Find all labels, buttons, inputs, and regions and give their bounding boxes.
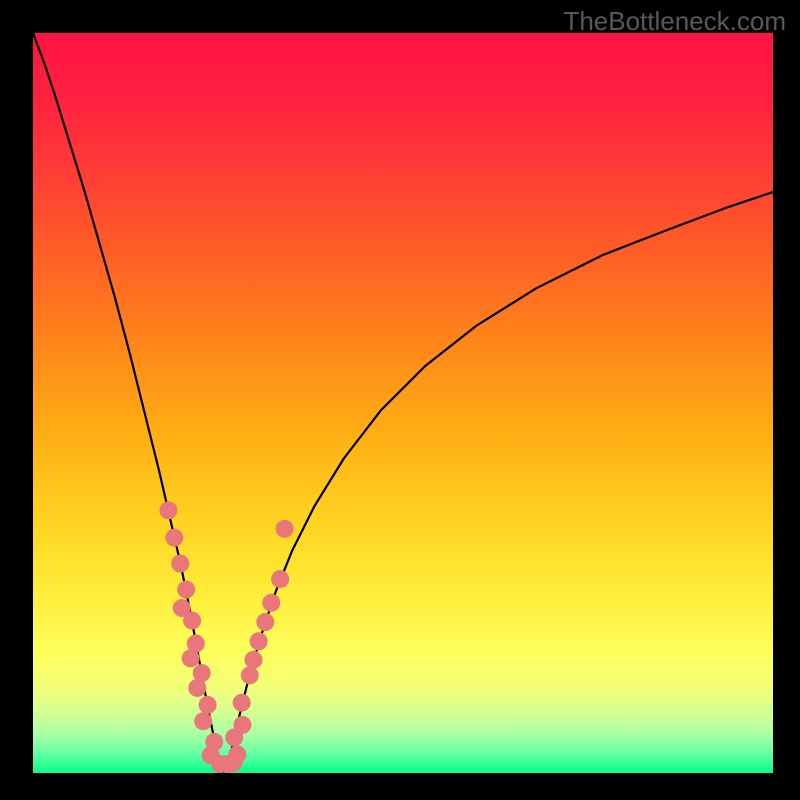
plot-svg — [33, 33, 773, 773]
data-point — [241, 666, 259, 684]
data-point — [159, 501, 177, 519]
data-point — [199, 696, 217, 714]
data-point — [262, 594, 280, 612]
data-point — [194, 712, 212, 730]
watermark-text: TheBottleneck.com — [563, 6, 786, 37]
data-point — [245, 651, 263, 669]
data-point — [165, 529, 183, 547]
data-point — [276, 520, 294, 538]
data-point — [171, 555, 189, 573]
data-point — [183, 612, 201, 630]
data-point — [271, 570, 289, 588]
data-point — [250, 632, 268, 650]
data-point — [233, 694, 251, 712]
data-point — [177, 580, 195, 598]
data-point — [228, 746, 246, 764]
data-point — [188, 679, 206, 697]
data-point — [233, 716, 251, 734]
data-point — [256, 613, 274, 631]
data-point — [182, 649, 200, 667]
plot-area — [33, 33, 773, 773]
